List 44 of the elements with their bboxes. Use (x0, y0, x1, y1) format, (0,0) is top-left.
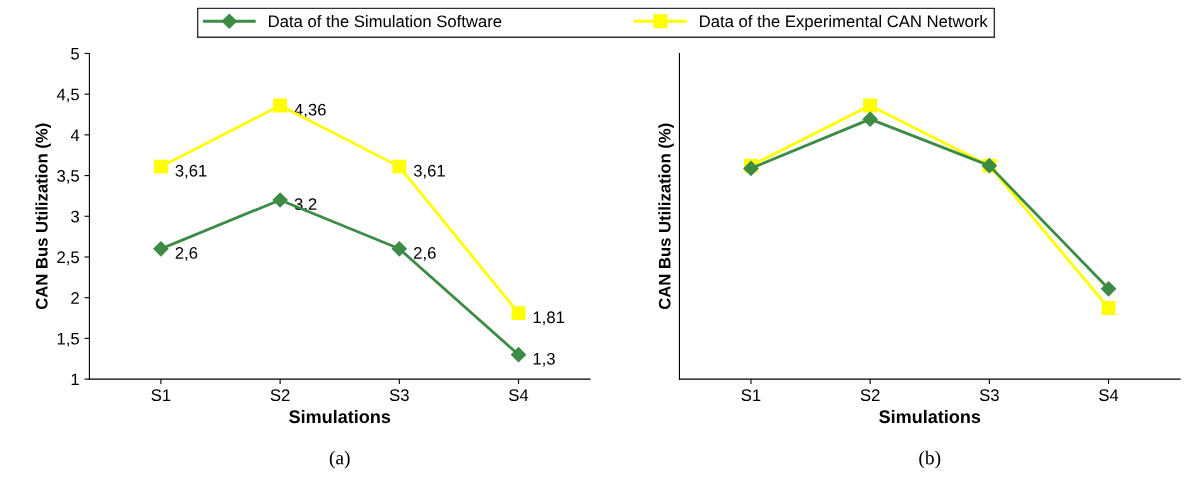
y-tick-label: 2 (71, 292, 79, 304)
point (1101, 300, 1116, 315)
data-label: 2,6 (175, 247, 198, 261)
x-tick-label: S2 (860, 389, 880, 402)
point (273, 98, 288, 113)
point (392, 159, 407, 174)
x-tick-label: S3 (979, 389, 999, 402)
text: (a) (329, 450, 350, 469)
point (153, 159, 168, 174)
y-tick-label: 4 (70, 129, 80, 141)
point (863, 98, 878, 113)
data-label: 4,36 (294, 103, 326, 118)
x-tick-label: S4 (1099, 389, 1119, 402)
point (511, 306, 526, 321)
data-label: 1,3 (533, 352, 555, 367)
y-tick-label: 1 (71, 373, 79, 386)
y-axis-title: CAN Bus Utilization (%) (35, 123, 51, 310)
x-tick-label: S1 (151, 389, 171, 402)
legend-label: Data of the Experimental CAN Network (700, 15, 988, 31)
x-axis-title: Simulations (289, 409, 391, 424)
point (862, 111, 878, 127)
point (391, 241, 407, 257)
y-tick-label: 3 (71, 210, 79, 223)
point (272, 192, 288, 208)
point (153, 241, 169, 257)
y-tick-label: 4,5 (56, 88, 79, 103)
data-label: 3,61 (413, 164, 445, 179)
y-tick-label: 1,5 (57, 332, 79, 347)
point (510, 347, 527, 363)
legend-label: Data of the Simulation Software (269, 15, 502, 28)
data-label: 3,61 (175, 164, 207, 179)
x-tick-label: S1 (741, 389, 761, 402)
data-label: 2,6 (414, 247, 436, 261)
y-tick-label: 2,5 (57, 251, 79, 266)
data-label: 1,81 (533, 311, 565, 326)
y-tick-label: 5 (71, 48, 79, 60)
y-tick-label: 3,5 (57, 169, 79, 184)
y-axis-title: CAN Bus Utilization (%) (658, 123, 674, 310)
x-axis-title: Simulations (879, 409, 981, 424)
text: (b) (919, 450, 941, 469)
x-tick-label: S4 (509, 389, 529, 402)
x-tick-label: S2 (270, 389, 290, 402)
point (1100, 281, 1117, 297)
x-tick-label: S3 (389, 389, 409, 402)
